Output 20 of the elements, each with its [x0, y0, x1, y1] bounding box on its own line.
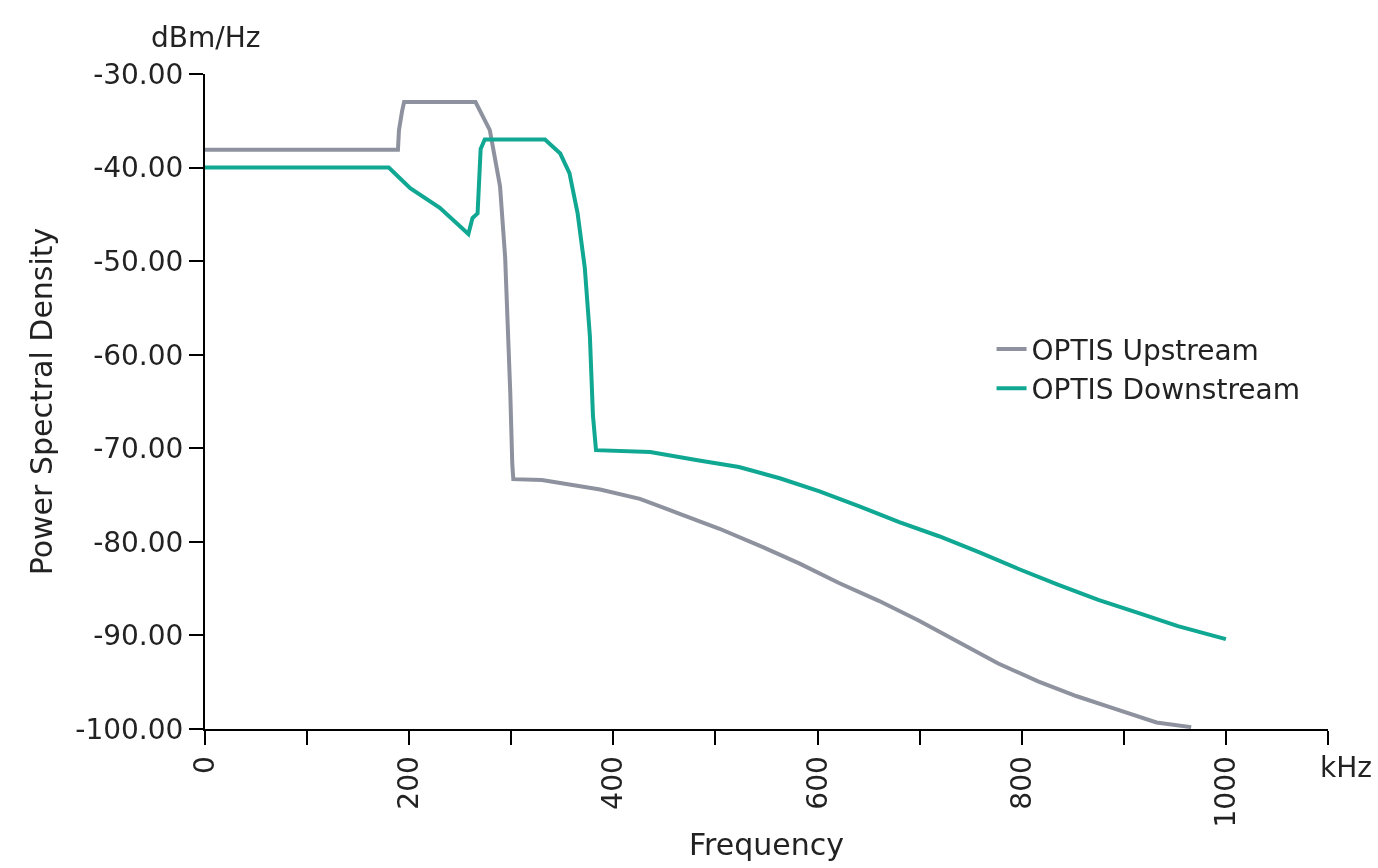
text: dBm/Hz [151, 21, 261, 54]
legend-label: OPTIS Upstream [1031, 333, 1259, 367]
y-tick-label: -70.00 [93, 432, 184, 466]
legend-label: OPTIS Downstream [1031, 373, 1300, 407]
y-tick-label: -30.00 [93, 57, 184, 91]
y-tick-label: -80.00 [93, 525, 184, 559]
y-tick-label: -60.00 [93, 338, 184, 372]
y-tick-label: -50.00 [93, 244, 184, 278]
text: kHz [1320, 751, 1372, 784]
x-tick-label: 0 [188, 756, 222, 775]
x-tick-label: 800 [1004, 756, 1038, 810]
x-tick-label: 200 [392, 756, 426, 810]
y-axis-title: Power Spectral Density [23, 227, 59, 576]
y-tick-label: -100.00 [75, 712, 184, 746]
x-axis-title: Frequency [689, 827, 844, 863]
y-tick-label: -40.00 [93, 151, 184, 185]
y-tick-label: -90.00 [93, 619, 184, 653]
x-tick-label: 400 [596, 756, 630, 810]
x-tick-label: 600 [800, 756, 834, 810]
x-tick-label: 1000 [1209, 756, 1243, 828]
